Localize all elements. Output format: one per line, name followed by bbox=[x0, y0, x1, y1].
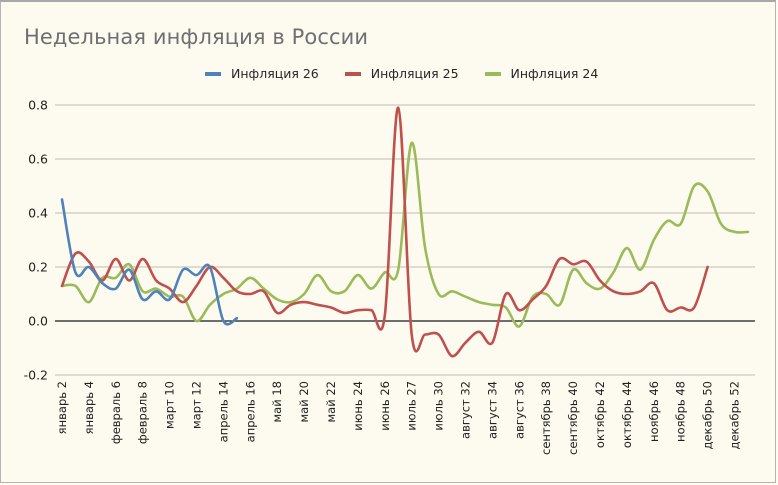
legend-label: Инфляция 25 bbox=[370, 66, 459, 81]
x-tick-label: февраль 8 bbox=[136, 381, 150, 444]
chart-title: Недельная инфляция в России bbox=[24, 25, 369, 49]
x-tick-label: декабрь 52 bbox=[728, 381, 742, 449]
legend-swatch-green bbox=[484, 71, 501, 76]
y-tick-label: 0.4 bbox=[28, 206, 48, 221]
x-tick-label: август 32 bbox=[459, 381, 473, 439]
y-tick-label: 0.8 bbox=[28, 98, 48, 113]
series-line-inflation-25[interactable] bbox=[60, 106, 709, 358]
y-tick-label: 0.2 bbox=[28, 260, 48, 275]
x-tick-label: январь 2 bbox=[55, 381, 69, 434]
legend-swatch-blue bbox=[205, 71, 221, 76]
x-tick-label: апрель 14 bbox=[216, 381, 230, 442]
x-tick-label: февраль 6 bbox=[109, 381, 123, 444]
legend-label: Инфляция 26 bbox=[231, 66, 319, 81]
legend-swatch-red bbox=[344, 71, 361, 76]
y-tick-label: 0.0 bbox=[28, 314, 48, 329]
x-tick-label: декабрь 50 bbox=[701, 381, 715, 449]
x-tick-label: апрель 16 bbox=[243, 381, 257, 442]
series-line-inflation-26[interactable] bbox=[60, 198, 239, 326]
x-tick-label: июль 27 bbox=[405, 381, 419, 431]
series-line-inflation-24[interactable] bbox=[60, 141, 750, 328]
x-tick-label: сентябрь 38 bbox=[539, 381, 553, 455]
x-tick-label: май 22 bbox=[324, 381, 338, 423]
x-tick-label: август 34 bbox=[485, 381, 499, 439]
x-tick-label: июль 30 bbox=[432, 381, 446, 431]
x-tick-label: май 20 bbox=[297, 381, 311, 423]
x-tick-label: октябрь 42 bbox=[593, 381, 607, 448]
legend-item-inflation-25[interactable]: Инфляция 25 bbox=[344, 66, 459, 81]
legend-label: Инфляция 24 bbox=[510, 66, 599, 81]
x-tick-label: октябрь 44 bbox=[620, 381, 634, 448]
x-tick-label: ноябрь 46 bbox=[647, 381, 661, 442]
x-tick-label: июнь 26 bbox=[378, 381, 392, 431]
x-tick-label: сентябрь 40 bbox=[566, 381, 580, 455]
legend-item-inflation-24[interactable]: Инфляция 24 bbox=[484, 66, 599, 81]
x-tick-label: май 18 bbox=[270, 381, 284, 423]
x-tick-label: январь 4 bbox=[82, 381, 96, 434]
x-tick-label: ноябрь 48 bbox=[674, 381, 688, 442]
legend-item-inflation-26[interactable]: Инфляция 26 bbox=[205, 66, 319, 81]
x-tick-label: март 10 bbox=[163, 381, 177, 429]
chart-legend: Инфляция 26 Инфляция 25 Инфляция 24 bbox=[205, 66, 598, 81]
y-tick-label: 0.6 bbox=[28, 152, 48, 167]
x-tick-label: июнь 24 bbox=[351, 381, 365, 431]
x-tick-label: март 12 bbox=[190, 381, 204, 429]
y-tick-label: -0.2 bbox=[24, 368, 48, 383]
x-tick-label: август 36 bbox=[512, 381, 526, 439]
